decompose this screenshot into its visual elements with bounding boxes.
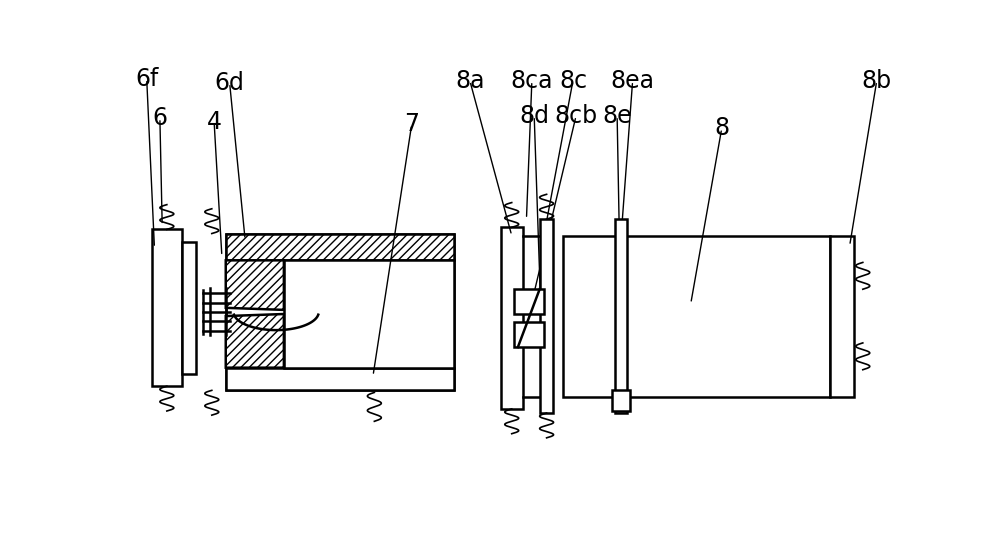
Text: 8: 8 — [714, 116, 729, 140]
Polygon shape — [226, 260, 284, 310]
Bar — [226, 234, 454, 260]
Text: 8a: 8a — [455, 69, 485, 93]
Text: 6f: 6f — [135, 67, 158, 91]
Text: 8b: 8b — [862, 69, 892, 93]
Bar — [226, 368, 454, 390]
Bar — [563, 236, 830, 397]
Text: 8ea: 8ea — [611, 69, 655, 93]
Text: 4: 4 — [207, 110, 222, 134]
Text: 8c: 8c — [559, 69, 587, 93]
Bar — [226, 234, 454, 390]
Text: 7: 7 — [404, 112, 419, 136]
Bar — [540, 219, 553, 413]
Bar — [284, 260, 454, 368]
Bar — [514, 289, 544, 314]
Bar — [514, 322, 544, 347]
Text: 8e: 8e — [602, 104, 632, 128]
Bar — [612, 390, 630, 411]
Text: 6: 6 — [152, 106, 167, 130]
Text: 6d: 6d — [215, 71, 245, 95]
Bar — [182, 242, 196, 374]
Text: 8d: 8d — [519, 104, 549, 128]
Bar — [501, 227, 523, 409]
Text: 8cb: 8cb — [554, 104, 598, 128]
Bar — [830, 236, 854, 397]
Bar — [152, 229, 182, 386]
Polygon shape — [226, 314, 284, 368]
Text: 8ca: 8ca — [511, 69, 553, 93]
Bar — [615, 219, 627, 413]
